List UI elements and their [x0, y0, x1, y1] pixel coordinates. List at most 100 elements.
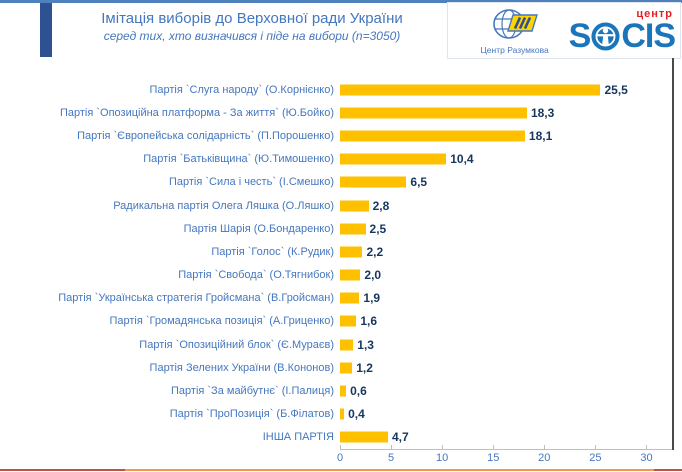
bar-category-label: Партія `ПроПозиція` (Б.Філатов) [169, 408, 334, 421]
bottom-border-line [0, 469, 682, 471]
x-axis-tick-label: 15 [487, 452, 500, 464]
bar [340, 153, 447, 165]
bar-value-label: 1,6 [360, 314, 378, 329]
bar-value-label: 2,8 [372, 198, 390, 213]
header-accent-bar [40, 3, 52, 57]
x-axis-tick [646, 445, 648, 449]
bar-category-label: Партія Шарія (О.Бондаренко) [183, 222, 334, 235]
x-axis-tick-label: 25 [589, 452, 602, 464]
chart-row: Радикальна партія Олега Ляшка (О.Ляшко) 2… [0, 194, 672, 217]
chart-row: Партія `Громадянська позиція` (А.Гриценк… [0, 310, 672, 333]
bar-category-label: Радикальна партія Олега Ляшка (О.Ляшко) [113, 199, 334, 212]
bar-track: 1,6 [340, 310, 672, 333]
bar-track: 2,8 [340, 194, 672, 217]
bar-track: 2,2 [340, 240, 672, 263]
bar-value-label: 1,9 [363, 291, 381, 306]
bar-value-label: 6,5 [410, 175, 428, 190]
socis-person-globe-icon [591, 21, 620, 51]
socis-wordmark: S CIS [569, 17, 676, 55]
chart-row: Партія `Слуга народу` (О.Корнієнко) 25,5 [0, 78, 672, 101]
chart-row: Партія `Європейська солідарність` (П.Пор… [0, 124, 672, 147]
bar-track: 0,4 [340, 403, 672, 426]
bar-value-label: 18,1 [528, 128, 553, 143]
bar [340, 107, 527, 119]
bar [340, 223, 366, 235]
socis-letters-cis: CIS [621, 17, 676, 55]
bar-category-label: Партія `Опозиційна платформа - За життя`… [59, 106, 334, 119]
bar-value-label: 0,4 [348, 407, 365, 422]
chart-row: Партія `За майбутнє` (І.Палиця) 0,6 [0, 379, 672, 402]
bar-value-label: 2,2 [366, 244, 384, 259]
bar-track: 25,5 [340, 78, 672, 101]
bar [340, 339, 354, 351]
x-axis-tick-label: 30 [640, 452, 653, 464]
bar-category-label: Партія `Слуга народу` (О.Корнієнко) [149, 83, 334, 96]
socis-center-label: центр [636, 8, 673, 20]
chart-row: Партія Шарія (О.Бондаренко) 2,5 [0, 217, 672, 240]
bar-category-label: Партія `Українська стратегія Гройсмана` … [58, 292, 334, 305]
bar-category-label: ІНША ПАРТІЯ [262, 431, 334, 444]
bottom-border-right-segment [654, 469, 682, 471]
x-axis-tick-label: 20 [538, 452, 551, 464]
chart-row: ІНША ПАРТІЯ 4,7 [0, 426, 672, 449]
plot-right-border [672, 58, 674, 450]
bar-category-label: Партія `Громадянська позиція` (А.Гриценк… [109, 315, 334, 328]
bar-track: 1,3 [340, 333, 672, 356]
bar-track: 6,5 [340, 171, 672, 194]
bar-value-label: 25,5 [604, 82, 628, 97]
razumkov-logo-label: Центр Разумкова [480, 45, 549, 55]
bar-value-label: 1,2 [356, 360, 373, 375]
x-axis-tick-label: 10 [436, 452, 449, 464]
bar-track: 2,5 [340, 217, 672, 240]
bar-track: 2,0 [340, 264, 672, 287]
bar [340, 362, 353, 374]
bar-category-label: Партія `Європейська солідарність` (П.Пор… [77, 129, 334, 142]
bar-category-label: Партія `За майбутнє` (І.Палиця) [171, 385, 334, 398]
bar-track: 4,7 [340, 426, 672, 449]
chart-row: Партія `Українська стратегія Гройсмана` … [0, 287, 672, 310]
x-axis-tick [340, 445, 341, 449]
bar-track: 18,1 [340, 124, 672, 147]
x-axis-tick [595, 445, 597, 449]
bar [340, 315, 357, 327]
bar-track: 1,2 [340, 356, 672, 379]
socis-logo: центр S CIS [569, 8, 676, 55]
x-axis-tick [442, 445, 444, 449]
chart-row: Партія `Сила і честь` (І.Смешко) 6,5 [0, 171, 672, 194]
bar-value-label: 18,3 [530, 105, 555, 120]
bar [340, 269, 361, 281]
bar-category-label: Партія `Голос` (К.Рудик) [211, 245, 334, 258]
bar-track: 18,3 [340, 101, 672, 124]
bar-category-label: Партія `Батьківщина` (Ю.Тимошенко) [143, 153, 334, 166]
top-border-line [0, 0, 682, 3]
bar [340, 246, 363, 258]
bar [340, 385, 347, 397]
x-axis-tick-label: 0 [336, 452, 344, 464]
chart-row: Партія `Опозиційний блок` (Є.Мураєв) 1,3 [0, 333, 672, 356]
bar-track: 0,6 [340, 379, 672, 402]
bar [340, 84, 601, 96]
razumkov-centre-logo: Центр Разумкова [469, 6, 561, 55]
bar-value-label: 4,7 [392, 430, 409, 445]
razumkov-globe-icon [492, 9, 538, 39]
bar [340, 431, 388, 443]
chart-title: Імітація виборів до Верховної ради Украї… [101, 10, 403, 27]
chart-subtitle: серед тих, хто визначився і піде на вибо… [103, 29, 401, 43]
chart-row: Партія `Голос` (К.Рудик) 2,2 [0, 240, 672, 263]
bar-value-label: 1,3 [357, 337, 374, 352]
bar [340, 408, 345, 420]
chart-header: Імітація виборів до Верховної ради Украї… [62, 9, 442, 44]
bar [340, 130, 525, 142]
bar-track: 1,9 [340, 287, 672, 310]
chart-rows: Партія `Слуга народу` (О.Корнієнко) 25,5 П… [0, 78, 672, 449]
bar-value-label: 2,5 [369, 221, 387, 236]
x-axis-tick [493, 445, 495, 449]
bottom-border-middle-segment [125, 469, 654, 471]
bar [340, 292, 360, 304]
x-axis-line [340, 449, 672, 450]
bar-category-label: Партія Зелених України (В.Кононов) [149, 361, 334, 374]
chart-row: Партія `Опозиційна платформа - За життя`… [0, 101, 672, 124]
bar-track: 10,4 [340, 148, 672, 171]
x-axis-tick-label: 5 [388, 452, 395, 464]
